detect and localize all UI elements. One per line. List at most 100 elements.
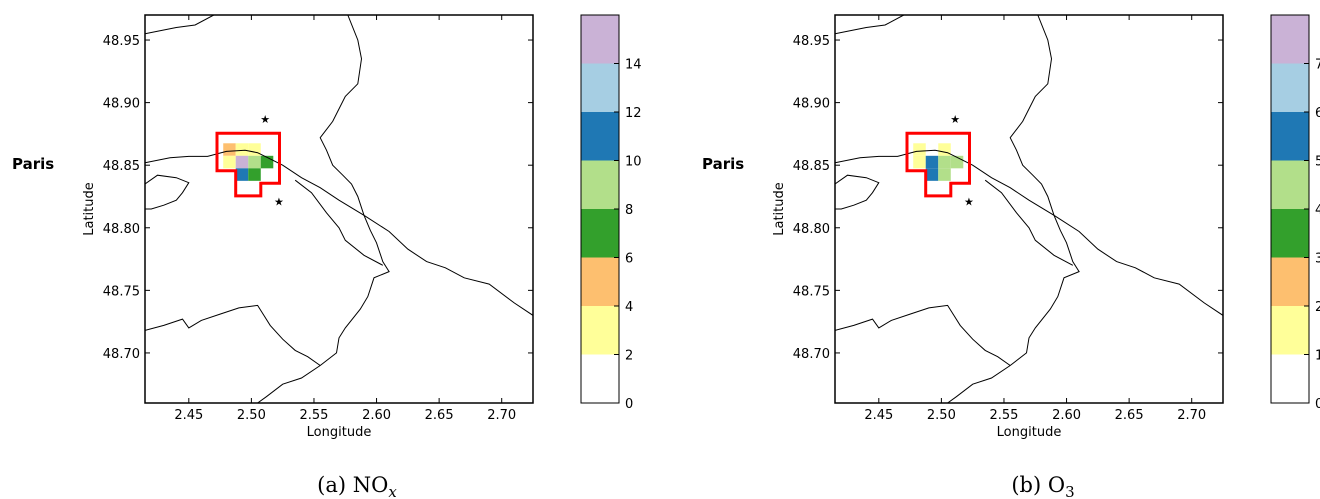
map-boundary-line (145, 174, 190, 210)
y-tick-label: 48.80 (793, 222, 830, 237)
colorbar-tick-label: 14 (625, 58, 642, 73)
colorbar-segment (581, 354, 619, 403)
colorbar-segment (1271, 63, 1309, 112)
grid-cell (235, 168, 249, 181)
x-tick-label: 2.50 (927, 408, 956, 423)
panel-nox: Paris ★★2.45 2.50 2.55 2.60 2.65 2.7048.7048.… (12, 14, 642, 499)
colorbar-segment (1271, 112, 1309, 161)
y-tick-label: 48.85 (103, 159, 140, 174)
panel-o3: Paris ★★ 2.45 2.50 2.55 2.60 2.65 2.70 48.70 48.… (702, 14, 1320, 499)
map-boundary-line (835, 149, 1223, 316)
map-area: ★★ (835, 15, 1223, 403)
map-frame (834, 14, 1224, 404)
map-boundary-line (145, 304, 321, 366)
y-axis-label: Latitude (82, 182, 97, 236)
x-axis-label: Longitude (307, 425, 372, 440)
x-axis-label: Longitude (997, 425, 1062, 440)
colorbar-segment (1271, 15, 1309, 64)
y-tick-label: 48.70 (793, 347, 830, 362)
colorbar-segment (581, 306, 619, 355)
grid-cell (223, 155, 236, 169)
y-tick-label: 48.95 (103, 34, 140, 49)
grid-cell (248, 143, 261, 156)
x-tick-label: 2.60 (362, 408, 391, 423)
colorbar-tick-label: 6 (625, 252, 633, 267)
x-tick-label: 2.65 (425, 408, 454, 423)
colorbar-tick-label: 4 (625, 300, 633, 315)
grid-cell (248, 155, 261, 169)
grid-cell (925, 155, 939, 169)
colorbar-tick-label: 10 (625, 155, 642, 170)
side-label-paris: Paris (702, 155, 744, 173)
y-tick-label: 48.95 (793, 34, 830, 49)
colorbar-tick-label: 4 (1315, 203, 1320, 218)
y-tick-label: 48.90 (103, 97, 140, 112)
study-domain-outline (905, 131, 971, 198)
x-tick-label: 2.60 (1052, 408, 1081, 423)
map-area: ★★ (145, 15, 533, 403)
study-domain-outline (215, 131, 281, 198)
x-tick-label: 2.55 (299, 408, 328, 423)
x-tick-label: 2.70 (1177, 408, 1206, 423)
y-tick-label: 48.85 (793, 159, 830, 174)
colorbar: 0 2 4 6 8 10 12 14 (580, 14, 642, 412)
grid-cell (248, 168, 261, 181)
colorbar-segment (1271, 257, 1309, 306)
grid-cell (938, 168, 951, 181)
colorbar-segment (581, 63, 619, 112)
map-frame (144, 14, 534, 404)
colorbar-segment (581, 112, 619, 161)
x-tick-label: 2.70 (487, 408, 516, 423)
y-tick-label: 48.80 (103, 222, 140, 237)
colorbar-segment (1271, 160, 1309, 209)
grid-cell (235, 155, 249, 169)
colorbar-tick-label: 12 (625, 106, 642, 121)
colorbar-tick-label: 2 (625, 349, 633, 364)
station-star-icon: ★ (260, 113, 270, 126)
grid-cell (913, 143, 926, 156)
colorbar-segment (1271, 306, 1309, 355)
colorbar-tick-label: 7 (1315, 58, 1320, 73)
y-tick-label: 48.75 (103, 284, 140, 299)
colorbar-tick-label: 8 (625, 203, 633, 218)
map-boundary-line (947, 15, 1080, 403)
grid-cell (938, 143, 951, 156)
y-tick-label: 48.75 (793, 284, 830, 299)
station-star-icon: ★ (274, 195, 284, 208)
side-label-paris: Paris (12, 155, 54, 173)
colorbar-segment (581, 209, 619, 258)
map-boundary-line (294, 179, 384, 266)
colorbar-segment (581, 15, 619, 64)
colorbar-tick-label: 3 (1315, 252, 1320, 267)
map-boundary-line (145, 149, 533, 316)
caption-nox: (a) NOx (317, 473, 397, 499)
colorbar-tick-label: 0 (625, 397, 633, 412)
grid-cell (235, 143, 249, 156)
x-tick-label: 2.50 (237, 408, 266, 423)
colorbar-segment (581, 160, 619, 209)
y-tick-label: 48.70 (103, 347, 140, 362)
map-boundary-line (835, 304, 1011, 366)
grid-cell (223, 143, 236, 156)
caption-o3: (b) O3 (1011, 473, 1074, 499)
grid-cell (913, 155, 926, 169)
map-boundary-line (835, 15, 905, 35)
colorbar-segment (1271, 209, 1309, 258)
map-boundary-line (145, 15, 215, 35)
colorbar-tick-label: 1 (1315, 349, 1320, 364)
colorbar: 0 1 2 3 4 5 6 7 (1270, 14, 1320, 412)
x-tick-label: 2.55 (989, 408, 1018, 423)
colorbar-tick-label: 6 (1315, 106, 1320, 121)
map-boundary-line (835, 174, 880, 210)
x-tick-label: 2.45 (864, 408, 893, 423)
grid-cell (938, 155, 951, 169)
station-star-icon: ★ (950, 113, 960, 126)
colorbar-tick-label: 5 (1315, 155, 1320, 170)
colorbar-tick-label: 2 (1315, 300, 1320, 315)
grid-cell (925, 168, 939, 181)
x-tick-label: 2.65 (1115, 408, 1144, 423)
map-boundary-line (984, 179, 1074, 266)
y-tick-label: 48.90 (793, 97, 830, 112)
x-tick-label: 2.45 (174, 408, 203, 423)
